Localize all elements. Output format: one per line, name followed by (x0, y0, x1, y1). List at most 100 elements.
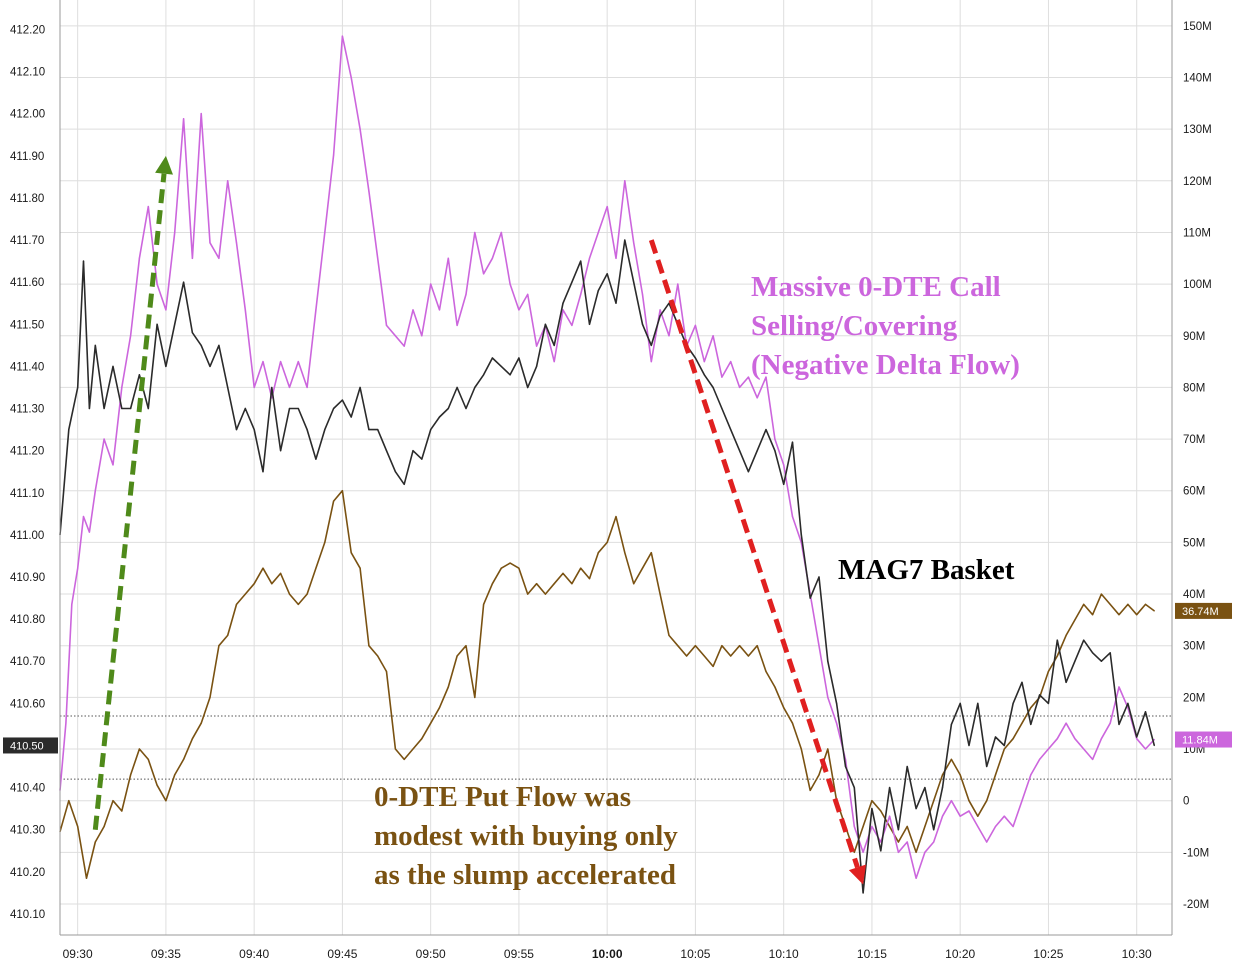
x-tick-label: 09:35 (151, 947, 181, 961)
series-point-1 (650, 361, 652, 363)
series-point-0 (694, 357, 697, 359)
series-point-2 (297, 603, 299, 606)
series-point-2 (933, 800, 935, 802)
series-point-0 (77, 386, 79, 389)
series-point-0 (791, 441, 794, 443)
series-point-1 (130, 335, 132, 337)
arrow-shaft-1 (648, 239, 860, 869)
arrows-group (92, 155, 867, 885)
series-point-0 (456, 386, 458, 389)
series-point-2 (1047, 670, 1049, 673)
value-tag-label: 410.50 (10, 740, 44, 752)
series-point-0 (280, 450, 282, 452)
series-point-2 (306, 593, 308, 595)
series-point-2 (633, 583, 635, 585)
series-point-0 (324, 429, 326, 431)
series-point-2 (465, 645, 467, 647)
series-point-0 (544, 323, 547, 325)
series-point-1 (694, 324, 697, 326)
series-point-1 (1039, 758, 1041, 761)
series-point-0 (844, 765, 847, 768)
series-point-0 (112, 365, 114, 367)
series-point-2 (235, 603, 238, 606)
series-point-1 (968, 810, 970, 812)
series-point-2 (350, 552, 352, 554)
series-point-2 (1074, 619, 1076, 621)
series-point-0 (756, 450, 758, 452)
series-point-1 (82, 516, 85, 518)
series-point-2 (227, 634, 229, 637)
y-right-tick-label: 150M (1183, 21, 1212, 33)
series-point-2 (280, 572, 282, 575)
series-point-2 (606, 541, 608, 544)
series-point-1 (588, 257, 591, 259)
series-point-2 (121, 810, 123, 812)
x-tick-label: 10:05 (680, 947, 710, 961)
series-point-0 (1144, 711, 1147, 713)
y-right-tick-label: 70M (1183, 434, 1205, 446)
series-point-0 (641, 323, 644, 325)
series-point-2 (253, 583, 255, 585)
series-point-0 (394, 471, 396, 473)
series-point-0 (183, 281, 185, 283)
series-point-0 (862, 892, 864, 894)
series-point-2 (412, 748, 414, 750)
series-point-2 (641, 567, 644, 569)
series-point-1 (253, 386, 255, 388)
series-point-1 (306, 386, 308, 388)
series-point-1 (986, 841, 988, 843)
series-point-2 (438, 707, 441, 709)
y-left-tick-label: 411.30 (10, 404, 44, 416)
series-point-0 (491, 357, 493, 359)
series-point-1 (615, 257, 617, 259)
series-point-1 (430, 283, 432, 285)
series-point-0 (88, 407, 90, 410)
y-right-tick-label: 110M (1183, 227, 1211, 239)
series-point-1 (703, 361, 705, 363)
series-point-2 (94, 841, 96, 843)
series-point-2 (421, 738, 423, 740)
series-point-1 (262, 361, 264, 363)
y-left-tick-label: 410.70 (10, 656, 45, 668)
series-point-1 (818, 645, 820, 647)
series-point-0 (1109, 652, 1111, 654)
series-point-0 (297, 407, 299, 410)
series-point-2 (959, 774, 961, 776)
series-point-1 (915, 877, 917, 879)
series-point-0 (333, 407, 335, 410)
series-point-1 (509, 283, 511, 285)
series-point-2 (765, 670, 767, 673)
series-point-1 (977, 825, 979, 828)
series-point-2 (800, 748, 802, 750)
series-point-0 (783, 483, 785, 485)
series-point-0 (500, 365, 502, 367)
series-point-1 (1136, 738, 1138, 740)
series-point-2 (430, 722, 432, 724)
series-point-1 (659, 309, 661, 311)
annotation-line: 0-DTE Put Flow was (374, 781, 631, 813)
series-point-2 (377, 655, 379, 657)
series-point-2 (218, 645, 220, 647)
series-point-1 (359, 128, 361, 130)
series-point-0 (747, 471, 750, 473)
series-point-0 (853, 787, 855, 789)
series-point-1 (438, 309, 441, 311)
series-point-1 (88, 531, 90, 533)
series-point-0 (1021, 681, 1023, 683)
series-point-0 (668, 302, 670, 304)
series-point-0 (218, 344, 220, 346)
series-point-1 (491, 257, 493, 259)
series-point-1 (553, 361, 555, 363)
series-point-0 (306, 429, 308, 431)
series-point-0 (377, 429, 379, 431)
series-point-0 (244, 407, 246, 410)
series-point-1 (1012, 825, 1014, 828)
y-right-tick-label: 30M (1183, 641, 1205, 653)
series-point-2 (527, 593, 529, 595)
x-tick-label: 10:20 (945, 947, 975, 961)
series-point-2 (739, 645, 741, 647)
x-tick-label: 09:30 (63, 947, 93, 961)
y-left-tick-label: 410.80 (10, 614, 45, 626)
series-point-2 (774, 686, 776, 688)
series-point-2 (915, 851, 917, 853)
